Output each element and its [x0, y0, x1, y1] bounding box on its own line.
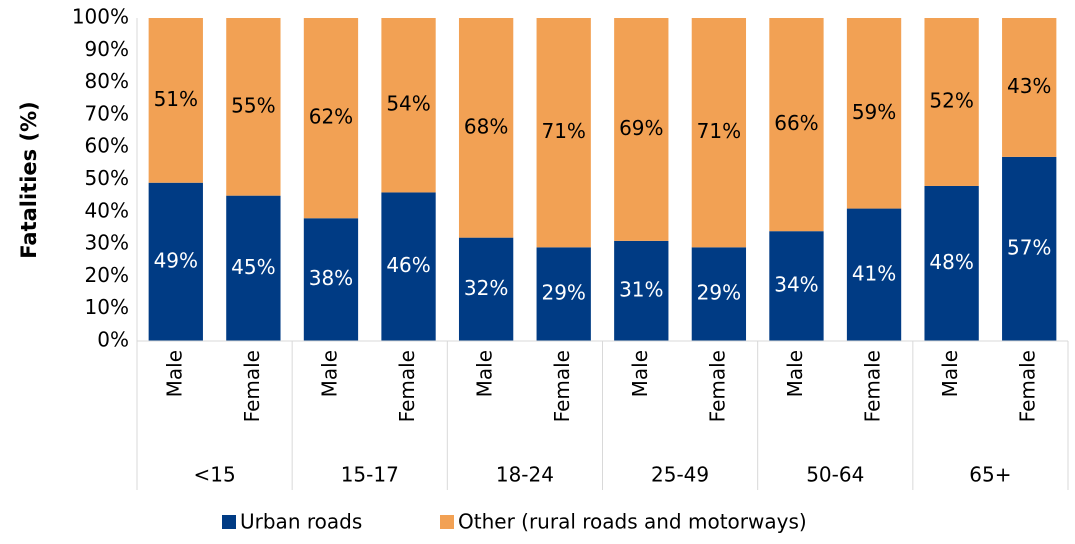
data-label: 51%	[154, 87, 198, 111]
bar-segment	[924, 18, 979, 186]
x-tick-label: Female	[240, 350, 264, 422]
y-tick-label: 30%	[85, 231, 129, 255]
data-label: 29%	[697, 281, 741, 305]
data-label: 46%	[386, 253, 430, 277]
x-tick-label: Male	[628, 350, 652, 397]
group-label: 15-17	[341, 463, 399, 487]
data-label: 29%	[541, 281, 585, 305]
y-tick-label: 60%	[85, 134, 129, 158]
y-tick-label: 0%	[97, 328, 129, 352]
bar-segment	[148, 18, 203, 183]
bar-segment	[148, 182, 203, 341]
x-tick-label: Female	[861, 350, 885, 422]
data-label: 68%	[464, 114, 508, 138]
x-tick-label: Male	[938, 350, 962, 397]
bar-segment	[226, 195, 281, 341]
bar-segment	[303, 218, 359, 341]
bar-segment	[691, 18, 747, 248]
x-tick-label: Female	[550, 350, 574, 422]
data-label: 49%	[154, 248, 198, 272]
y-tick-label: 10%	[85, 295, 129, 319]
group-label: 18-24	[496, 463, 554, 487]
bar-segment	[614, 240, 669, 341]
x-tick-label: Female	[705, 350, 729, 422]
data-label: 31%	[619, 277, 663, 301]
data-label: 59%	[852, 100, 896, 124]
legend-swatch	[440, 515, 454, 529]
data-label: 55%	[231, 93, 275, 117]
legend-label: Other (rural roads and motorways)	[458, 510, 807, 534]
data-label: 52%	[929, 88, 973, 112]
y-tick-label: 70%	[85, 101, 129, 125]
bar-segment	[536, 18, 591, 248]
bar-segment	[381, 192, 436, 341]
bar-segment	[924, 185, 979, 341]
x-tick-label: Female	[395, 350, 419, 422]
data-label: 43%	[1007, 74, 1051, 98]
y-tick-label: 40%	[85, 198, 129, 222]
data-label: 69%	[619, 116, 663, 140]
group-label: 65+	[969, 463, 1011, 487]
group-label: 50-64	[806, 463, 864, 487]
y-tick-label: 80%	[85, 69, 129, 93]
data-label: 57%	[1007, 235, 1051, 259]
y-tick-label: 100%	[72, 5, 129, 29]
data-label: 71%	[697, 119, 741, 143]
data-label: 41%	[852, 261, 896, 285]
x-tick-label: Male	[783, 350, 807, 397]
x-tick-label: Male	[473, 350, 497, 397]
group-label: 25-49	[651, 463, 709, 487]
group-label: <15	[193, 463, 235, 487]
y-axis-label: Fatalities (%)	[17, 101, 41, 258]
bar-segment	[1002, 18, 1057, 157]
bar-segment	[691, 247, 747, 341]
legend-swatch	[222, 515, 236, 529]
y-tick-label: 50%	[85, 166, 129, 190]
bar-segment	[1002, 156, 1057, 341]
bar-segment	[381, 18, 436, 193]
bar-segment	[614, 18, 669, 241]
bar-segment	[769, 18, 824, 232]
bar-segment	[769, 231, 824, 341]
data-label: 71%	[541, 119, 585, 143]
bar-segment	[458, 18, 514, 238]
data-label: 54%	[386, 92, 430, 116]
data-label: 66%	[774, 111, 818, 135]
bar-segment	[458, 237, 514, 341]
bar-segment	[536, 247, 591, 341]
y-tick-label: 20%	[85, 263, 129, 287]
data-label: 34%	[774, 273, 818, 297]
data-label: 48%	[929, 250, 973, 274]
bar-segment	[226, 18, 281, 196]
y-tick-label: 90%	[85, 37, 129, 61]
bar-segment	[846, 208, 902, 341]
x-tick-label: Male	[162, 350, 186, 397]
bar-segment	[303, 18, 359, 219]
bar-segment	[846, 18, 902, 209]
x-tick-label: Female	[1016, 350, 1040, 422]
x-tick-label: Male	[317, 350, 341, 397]
data-label: 38%	[309, 266, 353, 290]
legend-label: Urban roads	[240, 510, 362, 534]
data-label: 45%	[231, 255, 275, 279]
data-label: 32%	[464, 276, 508, 300]
data-label: 62%	[309, 105, 353, 129]
